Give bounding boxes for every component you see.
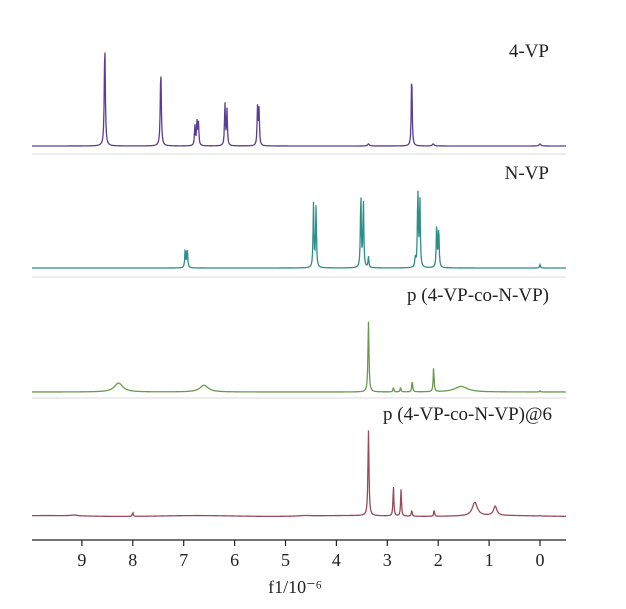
x-tick-label: 4	[332, 550, 341, 570]
spectrum-label-n-vp: N-VP	[505, 163, 549, 184]
x-tick-label: 6	[230, 550, 239, 570]
x-tick-label: 1	[485, 550, 494, 570]
x-tick-label: 3	[383, 550, 392, 570]
x-axis-title: f1/10⁻⁶	[268, 577, 322, 597]
x-tick-label: 5	[281, 550, 290, 570]
spectrum-trace-4-vp	[32, 52, 566, 147]
spectrum-label-4-vp: 4-VP	[509, 41, 549, 62]
x-tick-label: 9	[77, 550, 86, 570]
spectrum-label-copolymer: p (4-VP-co-N-VP)	[407, 285, 549, 306]
x-axis-ticks: 9 8 7 6 5 4 3 2 1 0	[77, 540, 545, 570]
spectrum-copolymer: p (4-VP-co-N-VP)	[32, 285, 566, 399]
spectrum-trace-copolymer	[32, 321, 566, 393]
spectrum-trace-copolymer-at-6	[31, 430, 567, 518]
x-tick-label: 7	[179, 550, 188, 570]
x-tick-label: 2	[434, 550, 443, 570]
spectrum-n-vp: N-VP	[32, 163, 566, 278]
spectrum-label-copolymer-at-6: p (4-VP-co-N-VP)@6	[383, 404, 552, 425]
x-axis: 9 8 7 6 5 4 3 2 1 0 f1/10⁻⁶	[32, 539, 566, 597]
spectrum-copolymer-at-6: p (4-VP-co-N-VP)@6	[31, 404, 567, 518]
spectrum-trace-n-vp	[32, 190, 566, 269]
x-tick-label: 8	[128, 550, 137, 570]
spectrum-4-vp: 4-VP	[32, 41, 566, 155]
x-tick-label: 0	[536, 550, 545, 570]
